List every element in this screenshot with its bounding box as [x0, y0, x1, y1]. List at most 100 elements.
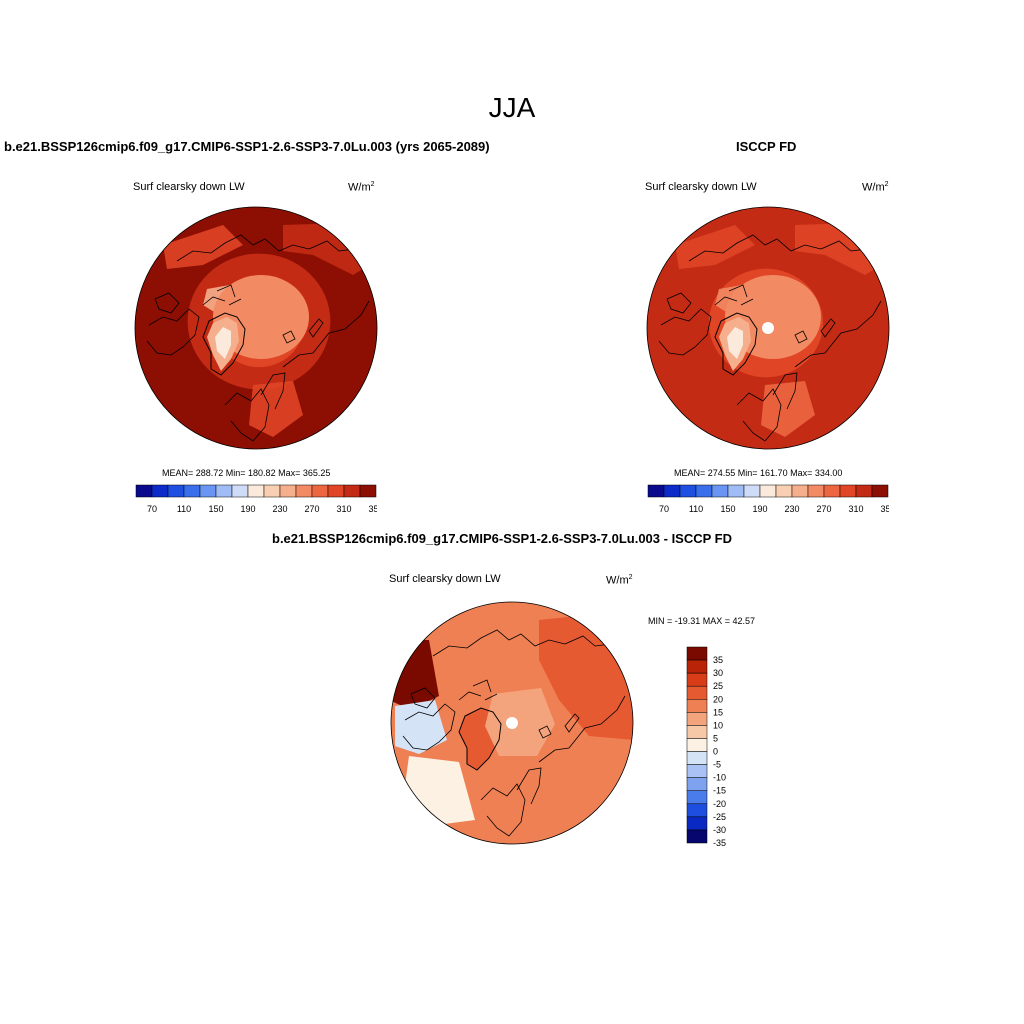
colorbar-swatch: [280, 485, 296, 497]
colorbar-swatch: [184, 485, 200, 497]
colorbar-swatch: [360, 485, 376, 497]
colorbar-swatch: [328, 485, 344, 497]
diff-field: [389, 600, 635, 846]
colorbar-swatch: [687, 752, 707, 765]
colorbar-tick-label: -15: [713, 786, 726, 796]
polar-missing-data: [762, 322, 774, 334]
colorbar-tick-label: 190: [752, 504, 767, 514]
colorbar-swatch: [696, 485, 712, 497]
colorbar-swatch: [296, 485, 312, 497]
colorbar-swatch: [687, 647, 707, 660]
panel-model-colorbar: 70 110 150 190 230 270 310 350: [135, 484, 377, 516]
colorbar-swatch: [264, 485, 280, 497]
colorbar-swatch: [687, 725, 707, 738]
colorbar-swatch: [687, 686, 707, 699]
colorbar-swatch: [664, 485, 680, 497]
colorbar-swatch: [687, 738, 707, 751]
panel-diff-stats: MIN = -19.31 MAX = 42.57: [648, 616, 755, 626]
colorbar-swatch: [216, 485, 232, 497]
panel-model-variable: Surf clearsky down LW: [133, 181, 245, 193]
model-field: [133, 205, 379, 451]
colorbar-swatch: [687, 673, 707, 686]
colorbar-tick-label: 310: [336, 504, 351, 514]
colorbar-tick-label: 5: [713, 733, 718, 743]
colorbar-swatch: [687, 817, 707, 830]
panel-diff-title: b.e21.BSSP126cmip6.f09_g17.CMIP6-SSP1-2.…: [272, 531, 732, 546]
colorbar-swatch: [856, 485, 872, 497]
colorbar-swatch: [687, 660, 707, 673]
colorbar-tick-label: 70: [659, 504, 669, 514]
season-title: JJA: [0, 92, 1024, 124]
colorbar-tick-label: -20: [713, 799, 726, 809]
colorbar-tick-label: -35: [713, 838, 726, 846]
colorbar-tick-label: 20: [713, 694, 723, 704]
colorbar-tick-label: 70: [147, 504, 157, 514]
colorbar-swatch: [776, 485, 792, 497]
panel-obs-units: W/m2: [862, 181, 889, 194]
panel-model-map: [133, 205, 379, 451]
colorbar-swatch: [312, 485, 328, 497]
colorbar-tick-label: 230: [272, 504, 287, 514]
colorbar-tick-label: 270: [304, 504, 319, 514]
colorbar-tick-label: 310: [848, 504, 863, 514]
colorbar-tick-label: -25: [713, 812, 726, 822]
colorbar-swatch: [687, 791, 707, 804]
colorbar-swatch: [136, 485, 152, 497]
panel-obs-title: ISCCP FD: [736, 139, 796, 154]
colorbar-swatch: [744, 485, 760, 497]
panel-obs-stats: MEAN= 274.55 Min= 161.70 Max= 334.00: [674, 468, 842, 478]
colorbar-swatch: [232, 485, 248, 497]
colorbar-swatch: [168, 485, 184, 497]
colorbar-swatch: [808, 485, 824, 497]
panel-obs-map: [645, 205, 891, 451]
colorbar-tick-label: 110: [689, 504, 703, 514]
panel-obs-colorbar: 70 110 150 190 230 270 310 350: [647, 484, 889, 516]
colorbar-swatch: [687, 778, 707, 791]
panel-model-stats: MEAN= 288.72 Min= 180.82 Max= 365.25: [162, 468, 330, 478]
colorbar-swatch: [648, 485, 664, 497]
colorbar-tick-label: 110: [177, 504, 191, 514]
colorbar-tick-label: 190: [240, 504, 255, 514]
colorbar-swatch: [344, 485, 360, 497]
colorbar-swatch: [248, 485, 264, 497]
colorbar-swatch: [687, 830, 707, 843]
colorbar-swatch: [152, 485, 168, 497]
colorbar-tick-label: 35: [713, 655, 723, 665]
colorbar-tick-label: 350: [368, 504, 377, 514]
panel-diff-map: [389, 600, 635, 846]
colorbar-tick-label: 270: [816, 504, 831, 514]
panel-obs-variable: Surf clearsky down LW: [645, 181, 757, 193]
colorbar-tick-label: 350: [880, 504, 889, 514]
colorbar-tick-label: 30: [713, 668, 723, 678]
colorbar-tick-label: -10: [713, 773, 726, 783]
colorbar-swatch: [792, 485, 808, 497]
colorbar-swatch: [687, 804, 707, 817]
colorbar-swatch: [200, 485, 216, 497]
panel-diff-colorbar: 35 30 25 20 15 10 5 0 -5 -10 -15 -20 -25 -30 -35: [686, 646, 746, 846]
panel-model-units: W/m2: [348, 181, 375, 194]
colorbar-swatch: [687, 699, 707, 712]
colorbar-tick-label: -30: [713, 825, 726, 835]
colorbar-tick-label: 0: [713, 747, 718, 757]
colorbar-tick-label: 10: [713, 720, 723, 730]
colorbar-swatch: [687, 765, 707, 778]
colorbar-swatch: [840, 485, 856, 497]
colorbar-tick-label: 150: [720, 504, 735, 514]
colorbar-swatch: [712, 485, 728, 497]
panel-diff-variable: Surf clearsky down LW: [389, 573, 501, 585]
polar-missing-data: [506, 717, 518, 729]
colorbar-swatch: [872, 485, 888, 497]
panel-model-title: b.e21.BSSP126cmip6.f09_g17.CMIP6-SSP1-2.…: [4, 139, 490, 154]
colorbar-tick-label: 230: [784, 504, 799, 514]
colorbar-tick-label: -5: [713, 760, 721, 770]
colorbar-swatch: [687, 712, 707, 725]
colorbar-tick-label: 25: [713, 681, 723, 691]
colorbar-swatch: [824, 485, 840, 497]
obs-field: [645, 205, 891, 451]
panel-diff-units: W/m2: [606, 574, 633, 587]
colorbar-tick-label: 15: [713, 707, 723, 717]
colorbar-swatch: [760, 485, 776, 497]
colorbar-tick-label: 150: [208, 504, 223, 514]
colorbar-swatch: [728, 485, 744, 497]
colorbar-swatch: [680, 485, 696, 497]
